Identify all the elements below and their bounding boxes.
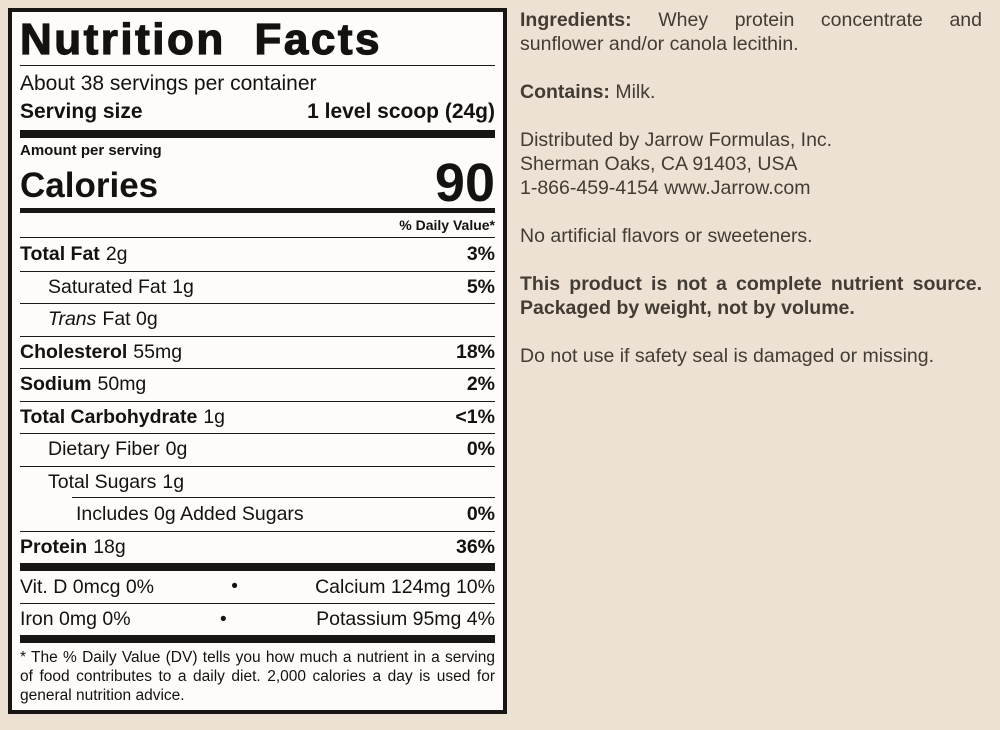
nutrient-amount: Fat 0g bbox=[102, 308, 158, 331]
calories-row: Calories 90 bbox=[20, 153, 495, 213]
nutrition-facts-title: Nutrition Facts bbox=[19, 14, 382, 64]
nutrient-name: Saturated Fat bbox=[48, 275, 167, 298]
medium-divider bbox=[20, 208, 495, 213]
nutrient-amount: 0g bbox=[165, 438, 188, 461]
nutrient-name: Dietary Fiber bbox=[48, 438, 160, 461]
nutrient-row-sodium: Sodium 50mg 2% bbox=[20, 368, 495, 401]
thick-divider bbox=[20, 635, 495, 643]
nutrient-dv: 18% bbox=[455, 340, 495, 363]
side-information-column: Ingredients: Whey protein concentrate an… bbox=[520, 8, 982, 392]
ingredients-text: Whey protein concentrate and sunflower a… bbox=[520, 9, 982, 55]
nutrient-name: Trans bbox=[48, 308, 97, 331]
micro-left: Iron 0mg 0% bbox=[20, 608, 131, 630]
micro-right: Potassium 95mg 4% bbox=[316, 608, 495, 630]
contains-label: Contains: bbox=[520, 81, 610, 103]
nutrient-dv: 0% bbox=[466, 438, 495, 461]
nutrient-name: Includes 0g Added Sugars bbox=[76, 502, 304, 525]
nutrient-row-cholesterol: Cholesterol 55mg 18% bbox=[20, 335, 495, 369]
ingredients-label: Ingredients: bbox=[520, 9, 632, 31]
nutrient-source-paragraph: This product is not a complete nutrient … bbox=[520, 273, 982, 319]
nutrient-row-total-carbohydrate: Total Carbohydrate 1g <1% bbox=[20, 400, 495, 434]
divider bbox=[20, 65, 495, 66]
nutrient-amount: 1g bbox=[203, 405, 226, 428]
nutrient-dv: 3% bbox=[466, 242, 495, 265]
nutrient-dv: <1% bbox=[455, 405, 495, 428]
serving-size-row: Serving size 1 level scoop (24g) bbox=[20, 98, 495, 130]
nutrient-row-dietary-fiber: Dietary Fiber 0g 0% bbox=[20, 433, 495, 466]
nutrient-dv: 36% bbox=[455, 535, 495, 558]
servings-per-container: About 38 servings per container bbox=[20, 72, 317, 95]
amount-per-serving-label: Amount per serving bbox=[20, 142, 162, 159]
nutrient-dv: 2% bbox=[466, 373, 495, 396]
distributor-line: Sherman Oaks, CA 91403, USA bbox=[520, 153, 798, 175]
serving-size-value: 1 level scoop (24g) bbox=[307, 100, 495, 123]
distributor-line: Distributed by Jarrow Formulas, Inc. bbox=[520, 129, 833, 151]
nutrient-row-protein: Protein 18g 36% bbox=[20, 530, 495, 564]
nutrient-amount: 2g bbox=[105, 242, 128, 265]
nutrient-row-total-fat: Total Fat 2g 3% bbox=[20, 238, 495, 271]
nutrient-name: Protein bbox=[20, 535, 88, 558]
nutrient-name: Total Carbohydrate bbox=[20, 405, 198, 428]
daily-value-header: % Daily Value* bbox=[20, 213, 495, 238]
micro-right: Calcium 124mg 10% bbox=[315, 575, 495, 598]
nutrient-name: Sodium bbox=[20, 373, 92, 396]
thick-divider bbox=[20, 130, 495, 138]
daily-value-footnote: * The % Daily Value (DV) tells you how m… bbox=[20, 649, 495, 704]
calories-label: Calories bbox=[20, 166, 159, 205]
nutrient-amount: 50mg bbox=[97, 373, 147, 396]
nutrient-row-added-sugars: Includes 0g Added Sugars 0% bbox=[20, 496, 495, 531]
micro-left: Vit. D 0mcg 0% bbox=[20, 575, 155, 598]
bullet-separator: • bbox=[220, 608, 227, 630]
micronutrient-row-1: Vit. D 0mcg 0% • Calcium 124mg 10% bbox=[20, 571, 495, 603]
contains-text: Milk. bbox=[609, 81, 656, 103]
bullet-separator: • bbox=[231, 576, 238, 597]
nutrient-amount: 1g bbox=[172, 275, 194, 298]
nutrient-row-total-sugars: Total Sugars 1g bbox=[20, 465, 495, 499]
nutrient-amount: 18g bbox=[93, 535, 126, 558]
nutrient-row-saturated-fat: Saturated Fat 1g 5% bbox=[20, 270, 495, 304]
safety-seal-paragraph: Do not use if safety seal is damaged or … bbox=[520, 345, 935, 367]
micronutrient-row-2: Iron 0mg 0% • Potassium 95mg 4% bbox=[20, 603, 495, 635]
nutrient-name: Total Sugars bbox=[48, 470, 157, 493]
no-artificial-paragraph: No artificial flavors or sweeteners. bbox=[520, 225, 813, 247]
thick-divider bbox=[20, 563, 495, 571]
nutrient-name: Cholesterol bbox=[20, 340, 128, 363]
nutrition-facts-panel: Nutrition Facts About 38 servings per co… bbox=[8, 8, 507, 714]
nutrient-amount: 1g bbox=[162, 470, 185, 493]
distributor-paragraph: Distributed by Jarrow Formulas, Inc. She… bbox=[520, 128, 982, 200]
contains-paragraph: Contains: Milk. bbox=[520, 80, 982, 104]
calories-value: 90 bbox=[434, 153, 495, 213]
serving-size-label: Serving size bbox=[20, 100, 143, 123]
nutrient-amount: 55mg bbox=[133, 340, 183, 363]
ingredients-paragraph: Ingredients: Whey protein concentrate an… bbox=[520, 8, 982, 56]
distributor-line: 1-866-459-4154 www.Jarrow.com bbox=[520, 177, 811, 199]
nutrient-name: Total Fat bbox=[20, 242, 100, 265]
nutrient-row-trans-fat: Trans Fat 0g bbox=[20, 303, 495, 336]
nutrient-dv: 5% bbox=[466, 275, 495, 298]
nutrient-dv: 0% bbox=[466, 502, 495, 525]
